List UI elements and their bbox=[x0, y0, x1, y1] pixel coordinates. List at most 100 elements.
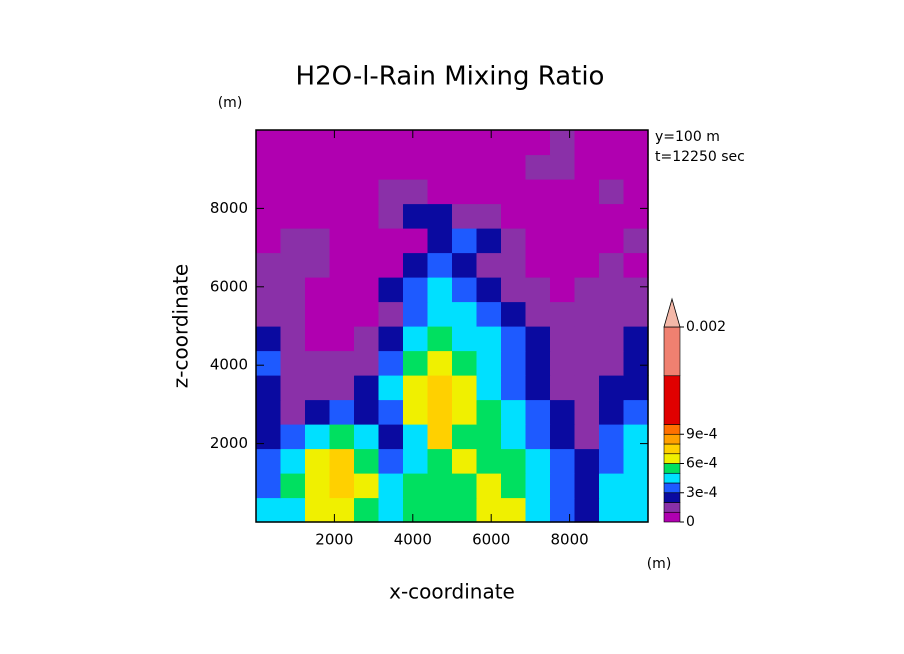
x-tick-label: 8000 bbox=[551, 531, 589, 549]
contour-cell bbox=[280, 350, 306, 376]
contour-cell bbox=[525, 497, 551, 523]
contour-cell bbox=[378, 203, 404, 229]
contour-cell bbox=[354, 301, 380, 327]
contour-cell bbox=[501, 203, 527, 229]
contour-cell bbox=[452, 252, 478, 278]
contour-cell bbox=[354, 350, 380, 376]
contour-cell bbox=[329, 424, 355, 450]
contour-cell bbox=[305, 130, 331, 156]
plot-frame bbox=[255, 129, 649, 523]
contour-cell bbox=[427, 326, 453, 352]
contour-cell bbox=[280, 277, 306, 303]
contour-cell bbox=[427, 301, 453, 327]
contour-cell bbox=[574, 399, 600, 425]
contour-cell bbox=[354, 154, 380, 180]
contour-cell bbox=[280, 228, 306, 254]
contour-cell bbox=[501, 448, 527, 474]
contour-cell bbox=[403, 154, 429, 180]
colorbar-band bbox=[663, 492, 681, 503]
contour-cell bbox=[329, 179, 355, 205]
contour-cell bbox=[599, 375, 625, 401]
contour-cell bbox=[501, 497, 527, 523]
contour-cell bbox=[329, 448, 355, 474]
contour-cell bbox=[427, 252, 453, 278]
contour-cell bbox=[378, 130, 404, 156]
contour-cell bbox=[329, 301, 355, 327]
contour-cell bbox=[329, 497, 355, 523]
contour-cell bbox=[427, 228, 453, 254]
contour-cell bbox=[427, 277, 453, 303]
contour-cell bbox=[280, 130, 306, 156]
contour-cell bbox=[427, 154, 453, 180]
contour-cell bbox=[476, 448, 502, 474]
contour-cell bbox=[256, 326, 282, 352]
contour-cell bbox=[329, 473, 355, 499]
contour-cell bbox=[329, 130, 355, 156]
colorbar-band bbox=[663, 433, 681, 445]
contour-cell bbox=[354, 448, 380, 474]
contour-cell bbox=[501, 277, 527, 303]
x-tick-label: 6000 bbox=[472, 531, 510, 549]
y-tick-label: 8000 bbox=[210, 199, 248, 217]
contour-cell bbox=[378, 326, 404, 352]
y-axis-label: z-coordinate bbox=[169, 264, 193, 388]
colorbar-band bbox=[663, 375, 681, 425]
contour-cell bbox=[452, 448, 478, 474]
contour-cell bbox=[378, 179, 404, 205]
contour-cell bbox=[403, 448, 429, 474]
contour-cell bbox=[403, 473, 429, 499]
contour-cell bbox=[427, 497, 453, 523]
x-tick-label: 2000 bbox=[315, 531, 353, 549]
contour-cell bbox=[550, 350, 576, 376]
contour-cell bbox=[525, 424, 551, 450]
contour-cell bbox=[427, 350, 453, 376]
contour-cell bbox=[452, 424, 478, 450]
contour-cell bbox=[280, 301, 306, 327]
contour-cell bbox=[550, 448, 576, 474]
contour-cell bbox=[305, 301, 331, 327]
contour-cell bbox=[525, 326, 551, 352]
contour-cell bbox=[280, 448, 306, 474]
contour-cell bbox=[525, 228, 551, 254]
contour-cell bbox=[501, 424, 527, 450]
contour-cell bbox=[329, 203, 355, 229]
contour-cell bbox=[452, 130, 478, 156]
contour-cell bbox=[623, 399, 649, 425]
contour-cell bbox=[329, 277, 355, 303]
contour-cell bbox=[354, 277, 380, 303]
contour-cell bbox=[599, 154, 625, 180]
contour-cell bbox=[623, 448, 649, 474]
contour-cell bbox=[574, 424, 600, 450]
contour-cell bbox=[599, 130, 625, 156]
contour-cell bbox=[501, 154, 527, 180]
contour-cell bbox=[501, 130, 527, 156]
contour-cell bbox=[476, 424, 502, 450]
contour-cell bbox=[329, 228, 355, 254]
annotation: y=100 m bbox=[655, 129, 720, 145]
contour-cell bbox=[599, 252, 625, 278]
contour-cell bbox=[378, 350, 404, 376]
contour-cell bbox=[476, 203, 502, 229]
contour-cell bbox=[378, 375, 404, 401]
contour-cell bbox=[305, 252, 331, 278]
contour-cell bbox=[305, 473, 331, 499]
contour-cell bbox=[574, 301, 600, 327]
contour-cell bbox=[599, 326, 625, 352]
colorbar-band bbox=[663, 472, 681, 484]
contour-cell bbox=[452, 203, 478, 229]
contour-cell bbox=[623, 252, 649, 278]
contour-cell bbox=[354, 326, 380, 352]
contour-cell bbox=[329, 326, 355, 352]
contour-cell bbox=[476, 154, 502, 180]
contour-cell bbox=[329, 350, 355, 376]
contour-cell bbox=[329, 399, 355, 425]
contour-cell bbox=[623, 424, 649, 450]
contour-cell bbox=[574, 375, 600, 401]
contour-cell bbox=[305, 228, 331, 254]
contour-cell bbox=[403, 228, 429, 254]
contour-field bbox=[256, 130, 649, 523]
contour-cell bbox=[550, 326, 576, 352]
contour-cell bbox=[476, 473, 502, 499]
contour-cell bbox=[501, 375, 527, 401]
contour-cell bbox=[525, 375, 551, 401]
